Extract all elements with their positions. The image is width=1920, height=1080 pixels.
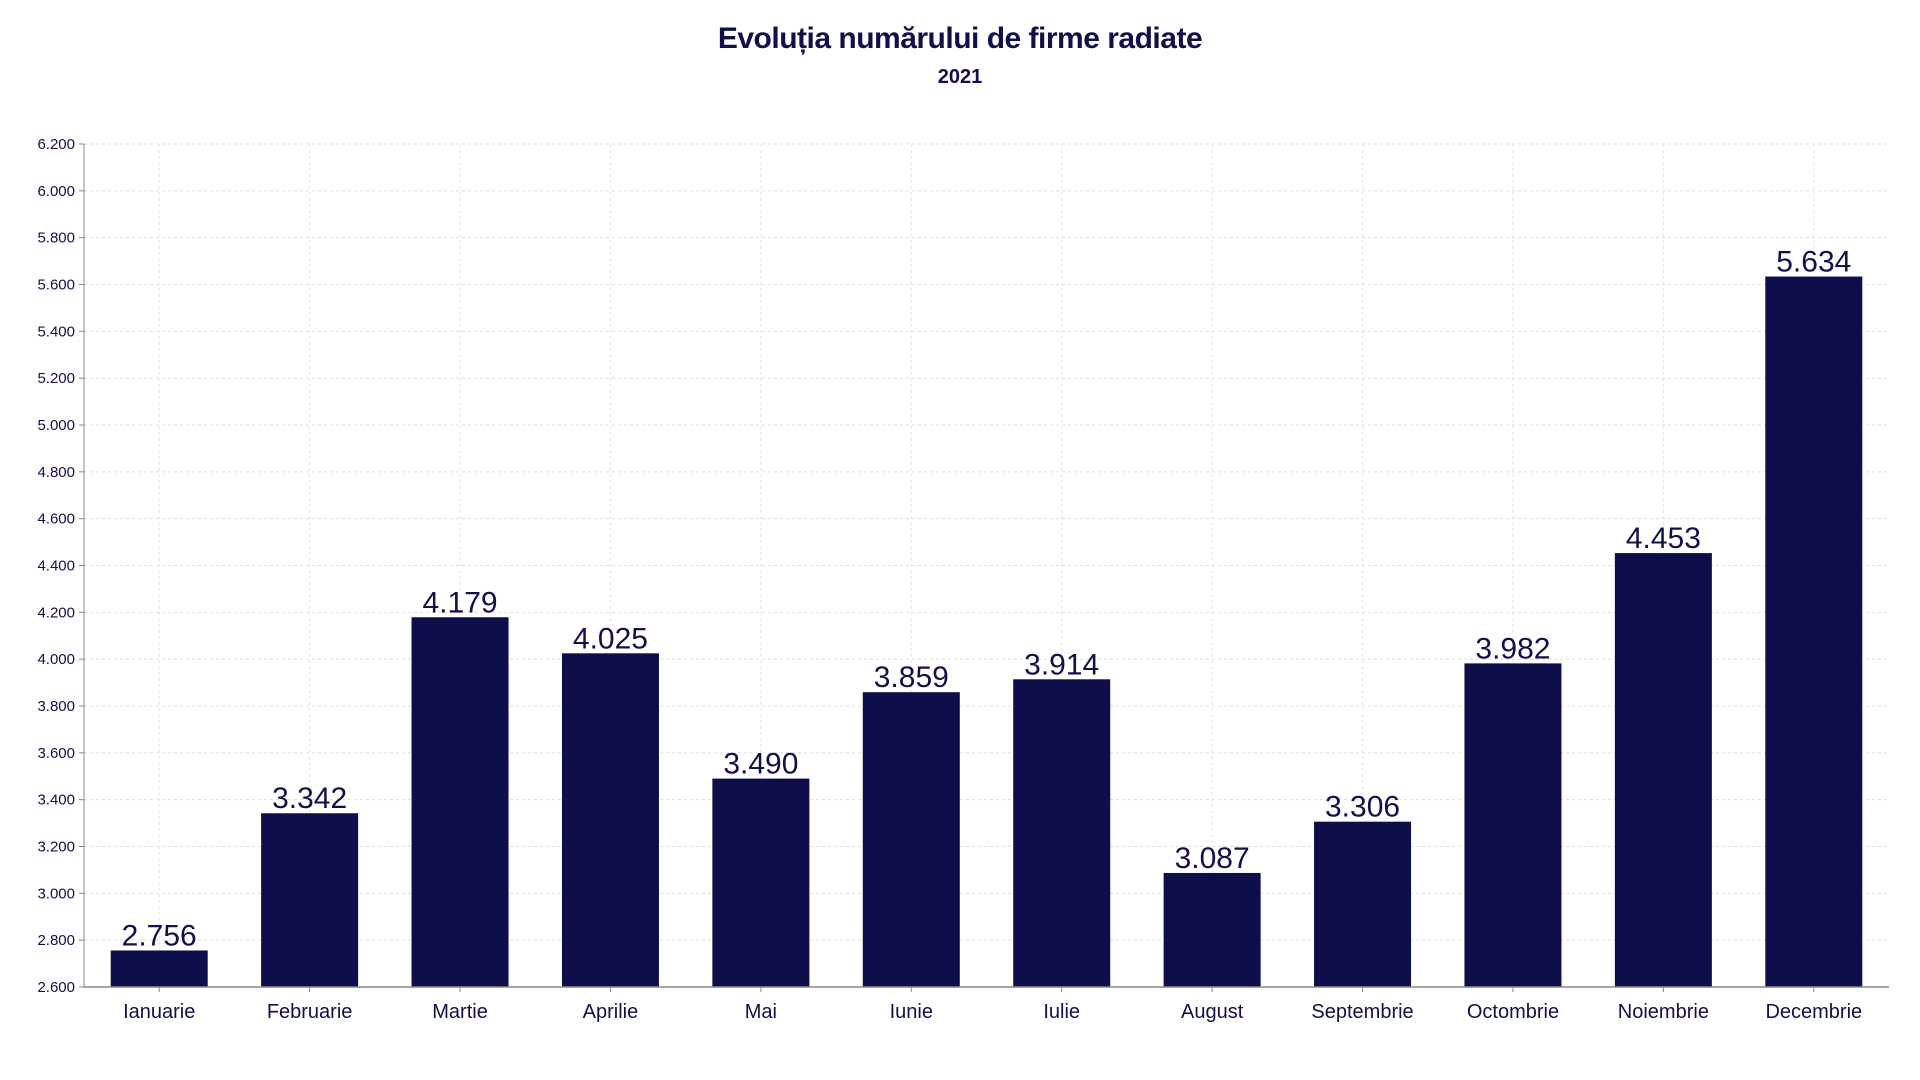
data-label: 2.756 [122, 919, 197, 952]
bar-iunie [862, 692, 960, 987]
bar-mai [712, 778, 810, 987]
y-tick-label: 3.400 [37, 792, 75, 809]
y-tick-label: 4.200 [37, 604, 75, 621]
data-label: 3.859 [874, 661, 949, 694]
y-tick-label: 6.000 [37, 183, 75, 200]
bar-octombrie [1464, 663, 1562, 987]
x-tick-label: Noiembrie [1618, 1001, 1709, 1023]
bar-noiembrie [1614, 553, 1712, 987]
bar-martie [411, 617, 509, 987]
bar-august [1163, 872, 1261, 987]
bar-ianuarie [110, 950, 208, 987]
y-tick-label: 2.800 [37, 932, 75, 949]
y-tick-label: 3.000 [37, 885, 75, 902]
x-tick-label: Septembrie [1311, 1001, 1413, 1023]
x-tick-label: Mai [745, 1001, 777, 1023]
bar-iulie [1013, 679, 1111, 987]
y-tick-label: 5.600 [37, 277, 75, 294]
y-tick-label: 5.200 [37, 370, 75, 387]
x-tick-label: Martie [432, 1001, 488, 1023]
y-tick-label: 5.400 [37, 323, 75, 340]
x-tick-label: August [1181, 1001, 1244, 1023]
x-tick-label: Ianuarie [123, 1001, 195, 1023]
bar-aprilie [561, 653, 659, 987]
y-tick-label: 5.000 [37, 417, 75, 434]
bar-februarie [261, 813, 359, 987]
data-label: 5.634 [1776, 246, 1851, 279]
data-label: 3.342 [272, 782, 347, 815]
y-tick-label: 5.800 [37, 230, 75, 247]
x-tick-label: Iunie [890, 1001, 933, 1023]
bar-septembrie [1314, 821, 1412, 987]
x-tick-label: Decembrie [1765, 1001, 1862, 1023]
y-tick-label: 4.600 [37, 511, 75, 528]
x-tick-label: Aprilie [583, 1001, 639, 1023]
data-label: 4.025 [573, 622, 648, 655]
x-tick-label: Iulie [1043, 1001, 1080, 1023]
data-label: 3.087 [1175, 842, 1250, 875]
y-tick-label: 6.200 [37, 136, 75, 153]
chart-title: Evoluția numărului de firme radiate [717, 22, 1203, 55]
y-tick-label: 4.000 [37, 651, 75, 668]
y-tick-label: 3.800 [37, 698, 75, 715]
y-tick-label: 4.800 [37, 464, 75, 481]
data-label: 4.179 [423, 586, 498, 619]
data-label: 3.306 [1325, 791, 1400, 824]
data-label: 3.982 [1475, 632, 1550, 665]
data-label: 4.453 [1626, 522, 1701, 555]
y-tick-label: 4.400 [37, 558, 75, 575]
bar-decembrie [1765, 276, 1863, 987]
y-tick-label: 3.200 [37, 839, 75, 856]
x-tick-label: Octombrie [1467, 1001, 1559, 1023]
y-tick-label: 2.600 [37, 979, 75, 996]
chart-subtitle: 2021 [937, 66, 983, 88]
x-tick-label: Februarie [267, 1001, 353, 1023]
y-tick-label: 3.600 [37, 745, 75, 762]
data-label: 3.490 [723, 748, 798, 781]
data-label: 3.914 [1024, 648, 1099, 681]
